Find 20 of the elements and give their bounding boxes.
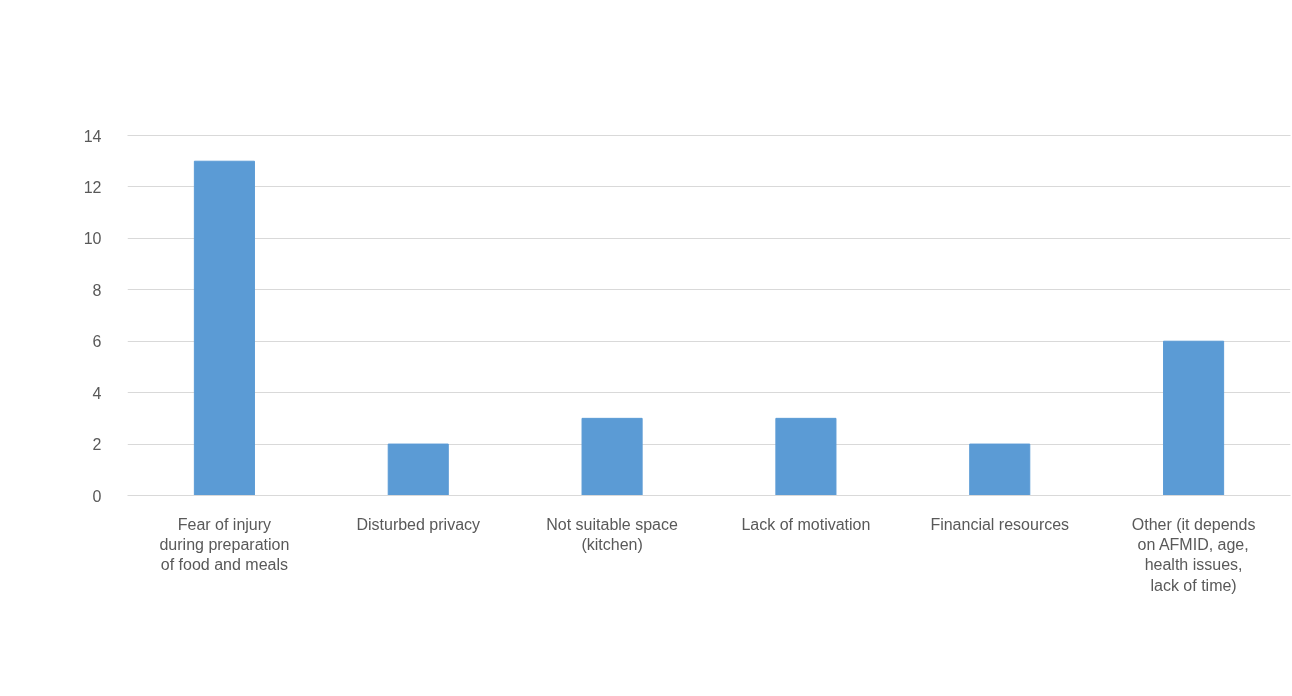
y-tick-label: 2: [92, 436, 102, 454]
y-tick-label: 6: [92, 333, 102, 351]
bar: [387, 443, 449, 496]
x-tick-label: Lack of motivation: [741, 515, 871, 533]
y-tick-label: 4: [92, 384, 102, 402]
x-tick-label: Fear of injury during preparation of food and meals: [159, 515, 290, 574]
bar: [193, 160, 255, 496]
bar: [581, 417, 643, 496]
y-tick-label: 14: [83, 127, 102, 145]
bar: [1163, 340, 1225, 496]
x-tick-label: Other (it depends on AFMID, age, health issues, lack of time): [1131, 515, 1256, 594]
x-tick-label: Not suitable space (kitchen): [546, 515, 678, 553]
x-tick-label: Disturbed privacy: [356, 515, 481, 533]
y-tick-label: 10: [83, 230, 102, 248]
y-tick-label: 8: [92, 281, 102, 299]
y-tick-label: 0: [92, 487, 102, 505]
bar: [775, 417, 837, 496]
bar: [969, 443, 1031, 496]
y-tick-label: 12: [83, 178, 102, 196]
x-tick-label: Financial resources: [930, 515, 1070, 533]
